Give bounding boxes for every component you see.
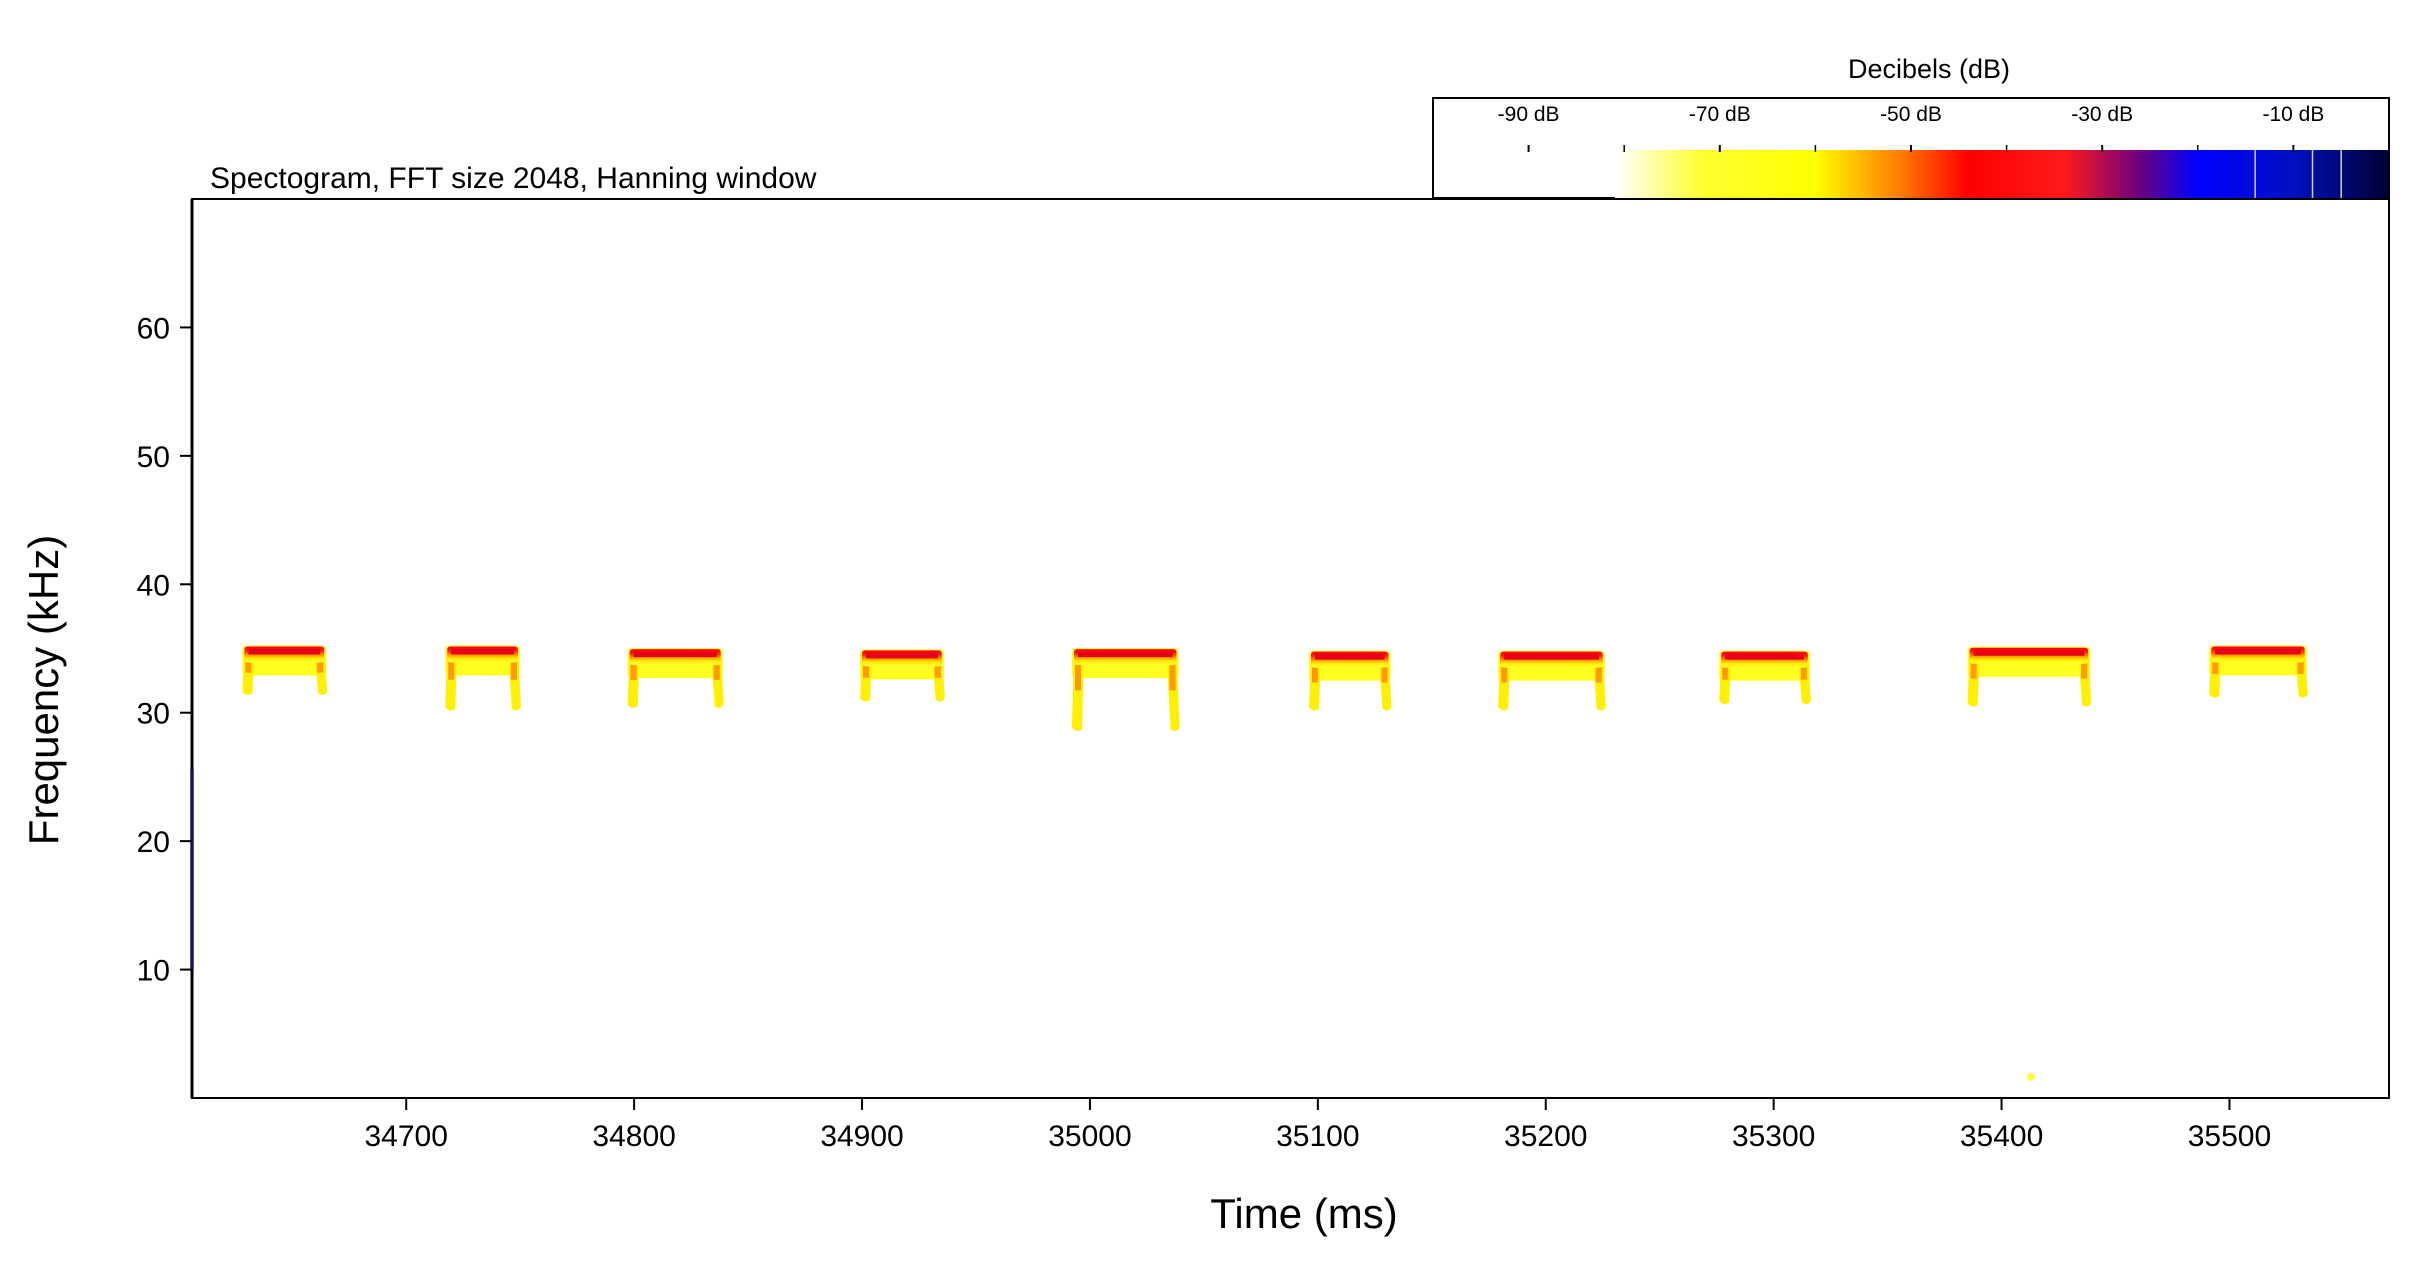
call-left-core <box>1074 655 1081 691</box>
call-left-core <box>245 652 252 673</box>
call-right-core <box>1800 657 1807 680</box>
colorbar-tick-label: -70 dB <box>1689 103 1751 126</box>
call <box>1719 650 1811 705</box>
call <box>627 648 724 708</box>
call <box>860 649 945 702</box>
y-axis-ticks: 10 20 30 40 50 60 <box>137 312 192 988</box>
echolocation-calls <box>242 645 2308 732</box>
x-tick-label: 34900 <box>820 1120 903 1153</box>
call-left-core <box>863 656 870 678</box>
call-left-core <box>1722 657 1729 680</box>
colorbar-title: Decibels (dB) <box>1848 54 2010 84</box>
call <box>1309 650 1392 711</box>
call-left-core <box>1312 657 1319 683</box>
x-tick-label: 34800 <box>592 1120 675 1153</box>
x-tick-label: 35000 <box>1048 1120 1131 1153</box>
x-tick-label: 35200 <box>1504 1120 1587 1153</box>
call-right-core <box>1381 657 1388 683</box>
y-tick-label: 50 <box>137 441 170 474</box>
call-right-core <box>1169 655 1176 691</box>
x-axis-ticks: 34700 34800 34900 35000 35100 35200 35300 35400… <box>365 1098 2271 1153</box>
call-band-core <box>1077 651 1173 658</box>
call-band-core <box>866 652 938 659</box>
call-right-core <box>2297 652 2304 674</box>
noise-speck <box>2027 1073 2035 1081</box>
chart-title: Spectogram, FFT size 2048, Hanning windo… <box>210 162 817 195</box>
low-frequency-trace <box>190 770 194 970</box>
call-band-core <box>248 648 321 655</box>
colorbar: Decibels (dB) -90 dB -70 dB -50 dB -30 dB -1… <box>1432 54 2390 199</box>
y-tick-label: 20 <box>137 826 170 859</box>
call-left-core <box>448 652 455 680</box>
colorbar-tick-label: -30 dB <box>2071 103 2133 126</box>
call-band-core <box>451 648 514 655</box>
call-band-core <box>633 651 717 658</box>
call-band-core <box>2215 648 2301 655</box>
call-band-core <box>1725 653 1804 660</box>
call <box>1071 648 1180 732</box>
x-tick-label: 34700 <box>365 1120 448 1153</box>
colorbar-tick-label: -90 dB <box>1498 103 1560 126</box>
call-right-core <box>510 652 517 680</box>
call-right-core <box>934 656 941 678</box>
y-tick-label: 40 <box>137 569 170 602</box>
call <box>1967 646 2092 707</box>
colorbar-tick-label: -10 dB <box>2262 103 2324 126</box>
x-tick-label: 35400 <box>1960 1120 2043 1153</box>
call-right-core <box>1595 657 1602 683</box>
call <box>2209 645 2308 698</box>
call-left-core <box>1501 657 1508 683</box>
call <box>1498 650 1606 711</box>
x-tick-label: 35300 <box>1732 1120 1815 1153</box>
call-left-core <box>1970 653 1977 679</box>
call <box>242 645 328 696</box>
x-tick-label: 35500 <box>2188 1120 2271 1153</box>
call-left-core <box>2212 652 2219 674</box>
colorbar-gradient <box>1615 150 2389 198</box>
call-band-core <box>1973 649 2085 656</box>
call-right-core <box>713 655 720 680</box>
colorbar-tick-label: -50 dB <box>1880 103 1942 126</box>
colorbar-separators <box>1623 145 2342 198</box>
y-tick-label: 10 <box>137 955 170 988</box>
call-band-core <box>1315 653 1385 660</box>
y-axis-label: Frequency (kHz) <box>20 535 67 845</box>
call-left-core <box>630 655 637 680</box>
y-tick-label: 30 <box>137 698 170 731</box>
y-tick-label: 60 <box>137 312 170 345</box>
call-right-core <box>2081 653 2088 679</box>
x-tick-label: 35100 <box>1276 1120 1359 1153</box>
x-axis-label: Time (ms) <box>1210 1190 1397 1237</box>
call <box>445 645 521 711</box>
call-right-core <box>317 652 324 673</box>
colorbar-ticks: -90 dB -70 dB -50 dB -30 dB -10 dB <box>1498 103 2324 152</box>
call-band-core <box>1504 653 1599 660</box>
